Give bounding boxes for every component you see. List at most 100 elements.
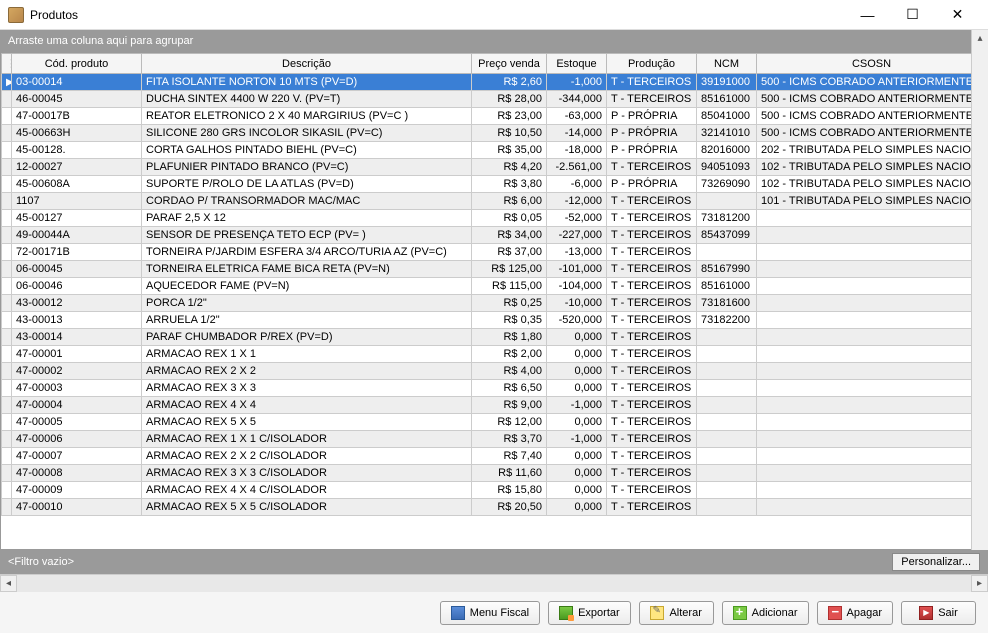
table-row[interactable]: 47-00017BREATOR ELETRONICO 2 X 40 MARGIR… xyxy=(2,108,987,125)
header-csosn[interactable]: CSOSN xyxy=(757,54,987,74)
cell-codigo: 43-00014 xyxy=(12,329,142,346)
cell-estoque: -13,000 xyxy=(547,244,607,261)
cell-csosn xyxy=(757,431,987,448)
header-ncm[interactable]: NCM xyxy=(697,54,757,74)
row-indicator xyxy=(2,295,12,312)
exportar-button[interactable]: Exportar xyxy=(548,601,631,625)
cell-codigo: 49-00044A xyxy=(12,227,142,244)
cell-producao: T - TERCEIROS xyxy=(607,363,697,380)
table-row[interactable]: 47-00003ARMACAO REX 3 X 3R$ 6,500,000T -… xyxy=(2,380,987,397)
maximize-button[interactable]: ☐ xyxy=(890,1,935,29)
alterar-button[interactable]: Alterar xyxy=(639,601,714,625)
table-row[interactable]: 45-00663HSILICONE 280 GRS INCOLOR SIKASI… xyxy=(2,125,987,142)
cell-ncm: 94051093 xyxy=(697,159,757,176)
header-estoque[interactable]: Estoque xyxy=(547,54,607,74)
table-row[interactable]: 49-00044ASENSOR DE PRESENÇA TETO ECP (PV… xyxy=(2,227,987,244)
adicionar-button[interactable]: Adicionar xyxy=(722,601,809,625)
table-row[interactable]: 12-00027PLAFUNIER PINTADO BRANCO (PV=C)R… xyxy=(2,159,987,176)
filter-status-label: <Filtro vazio> xyxy=(8,556,74,568)
close-button[interactable]: ✕ xyxy=(935,1,980,29)
table-row[interactable]: 47-00004ARMACAO REX 4 X 4R$ 9,00-1,000T … xyxy=(2,397,987,414)
table-row[interactable]: 47-00007ARMACAO REX 2 X 2 C/ISOLADORR$ 7… xyxy=(2,448,987,465)
cell-estoque: -6,000 xyxy=(547,176,607,193)
cell-estoque: -101,000 xyxy=(547,261,607,278)
table-row[interactable]: 45-00128.CORTA GALHOS PINTADO BIEHL (PV=… xyxy=(2,142,987,159)
table-row[interactable]: 43-00012PORCA 1/2"R$ 0,25-10,000T - TERC… xyxy=(2,295,987,312)
table-row[interactable]: 47-00002ARMACAO REX 2 X 2R$ 4,000,000T -… xyxy=(2,363,987,380)
menu-icon xyxy=(451,606,465,620)
cell-codigo: 47-00003 xyxy=(12,380,142,397)
cell-producao: T - TERCEIROS xyxy=(607,465,697,482)
table-row[interactable]: 06-00046AQUECEDOR FAME (PV=N)R$ 115,00-1… xyxy=(2,278,987,295)
horizontal-scrollbar[interactable]: ◂ ▸ xyxy=(0,574,988,591)
cell-csosn xyxy=(757,482,987,499)
table-row[interactable]: 45-00127PARAF 2,5 X 12R$ 0,05-52,000T - … xyxy=(2,210,987,227)
cell-descricao: TORNEIRA ELETRICA FAME BICA RETA (PV=N) xyxy=(142,261,472,278)
cell-preco: R$ 34,00 xyxy=(472,227,547,244)
cell-codigo: 47-00005 xyxy=(12,414,142,431)
cell-descricao: SUPORTE P/ROLO DE LA ATLAS (PV=D) xyxy=(142,176,472,193)
row-indicator xyxy=(2,261,12,278)
window-title: Produtos xyxy=(30,8,845,22)
app-icon xyxy=(8,7,24,23)
header-producao[interactable]: Produção xyxy=(607,54,697,74)
cell-descricao: ARMACAO REX 2 X 2 C/ISOLADOR xyxy=(142,448,472,465)
grid: ⋮ Cód. produto Descrição Preço venda Est… xyxy=(0,52,988,550)
table-row[interactable]: 47-00010ARMACAO REX 5 X 5 C/ISOLADORR$ 2… xyxy=(2,499,987,516)
vertical-scrollbar[interactable]: ▴ xyxy=(971,30,988,550)
row-indicator xyxy=(2,414,12,431)
scroll-left-icon[interactable]: ◂ xyxy=(0,575,17,592)
table-row[interactable]: 47-00008ARMACAO REX 3 X 3 C/ISOLADORR$ 1… xyxy=(2,465,987,482)
table-row[interactable]: 06-00045TORNEIRA ELETRICA FAME BICA RETA… xyxy=(2,261,987,278)
apagar-button[interactable]: Apagar xyxy=(817,601,893,625)
table-row[interactable]: 47-00006ARMACAO REX 1 X 1 C/ISOLADORR$ 3… xyxy=(2,431,987,448)
table-row[interactable]: 1107CORDAO P/ TRANSORMADOR MAC/MACR$ 6,0… xyxy=(2,193,987,210)
cell-csosn: 101 - TRIBUTADA PELO SIMPLES NACIONAL CO… xyxy=(757,193,987,210)
filter-bar: <Filtro vazio> Personalizar... xyxy=(0,550,988,574)
scroll-up-icon[interactable]: ▴ xyxy=(972,30,988,47)
table-row[interactable]: 45-00608ASUPORTE P/ROLO DE LA ATLAS (PV=… xyxy=(2,176,987,193)
row-indicator xyxy=(2,125,12,142)
cell-preco: R$ 12,00 xyxy=(472,414,547,431)
table-row[interactable]: 43-00013ARRUELA 1/2"R$ 0,35-520,000T - T… xyxy=(2,312,987,329)
header-descricao[interactable]: Descrição xyxy=(142,54,472,74)
sair-button[interactable]: Sair xyxy=(901,601,976,625)
cell-descricao: CORDAO P/ TRANSORMADOR MAC/MAC xyxy=(142,193,472,210)
table-row[interactable]: 47-00005ARMACAO REX 5 X 5R$ 12,000,000T … xyxy=(2,414,987,431)
cell-descricao: PLAFUNIER PINTADO BRANCO (PV=C) xyxy=(142,159,472,176)
customize-filter-button[interactable]: Personalizar... xyxy=(892,553,980,571)
cell-preco: R$ 0,25 xyxy=(472,295,547,312)
cell-preco: R$ 4,00 xyxy=(472,363,547,380)
table-row[interactable]: 47-00001ARMACAO REX 1 X 1R$ 2,000,000T -… xyxy=(2,346,987,363)
apagar-label: Apagar xyxy=(847,607,882,619)
minimize-button[interactable]: — xyxy=(845,1,890,29)
table-row[interactable]: 47-00009ARMACAO REX 4 X 4 C/ISOLADORR$ 1… xyxy=(2,482,987,499)
cell-estoque: -1,000 xyxy=(547,74,607,91)
menu-fiscal-button[interactable]: Menu Fiscal xyxy=(440,601,540,625)
cell-estoque: -344,000 xyxy=(547,91,607,108)
scroll-right-icon[interactable]: ▸ xyxy=(971,575,988,592)
cell-preco: R$ 23,00 xyxy=(472,108,547,125)
header-selector[interactable]: ⋮ xyxy=(2,54,12,74)
table-row[interactable]: 46-00045DUCHA SINTEX 4400 W 220 V. (PV=T… xyxy=(2,91,987,108)
group-by-bar[interactable]: Arraste uma coluna aqui para agrupar xyxy=(0,30,988,52)
cell-ncm: 85161000 xyxy=(697,278,757,295)
header-row: ⋮ Cód. produto Descrição Preço venda Est… xyxy=(2,54,987,74)
header-codigo[interactable]: Cód. produto xyxy=(12,54,142,74)
table-row[interactable]: 43-00014PARAF CHUMBADOR P/REX (PV=D)R$ 1… xyxy=(2,329,987,346)
header-preco[interactable]: Preço venda xyxy=(472,54,547,74)
cell-codigo: 43-00013 xyxy=(12,312,142,329)
cell-estoque: -227,000 xyxy=(547,227,607,244)
cell-preco: R$ 115,00 xyxy=(472,278,547,295)
export-icon xyxy=(559,606,573,620)
cell-producao: P - PRÓPRIA xyxy=(607,176,697,193)
table-row[interactable]: ▶03-00014FITA ISOLANTE NORTON 10 MTS (PV… xyxy=(2,74,987,91)
cell-estoque: -520,000 xyxy=(547,312,607,329)
row-indicator xyxy=(2,210,12,227)
cell-descricao: ARMACAO REX 3 X 3 C/ISOLADOR xyxy=(142,465,472,482)
row-indicator xyxy=(2,176,12,193)
row-indicator xyxy=(2,346,12,363)
cell-preco: R$ 28,00 xyxy=(472,91,547,108)
scroll-track[interactable] xyxy=(17,575,971,592)
table-row[interactable]: 72-00171BTORNEIRA P/JARDIM ESFERA 3/4 AR… xyxy=(2,244,987,261)
